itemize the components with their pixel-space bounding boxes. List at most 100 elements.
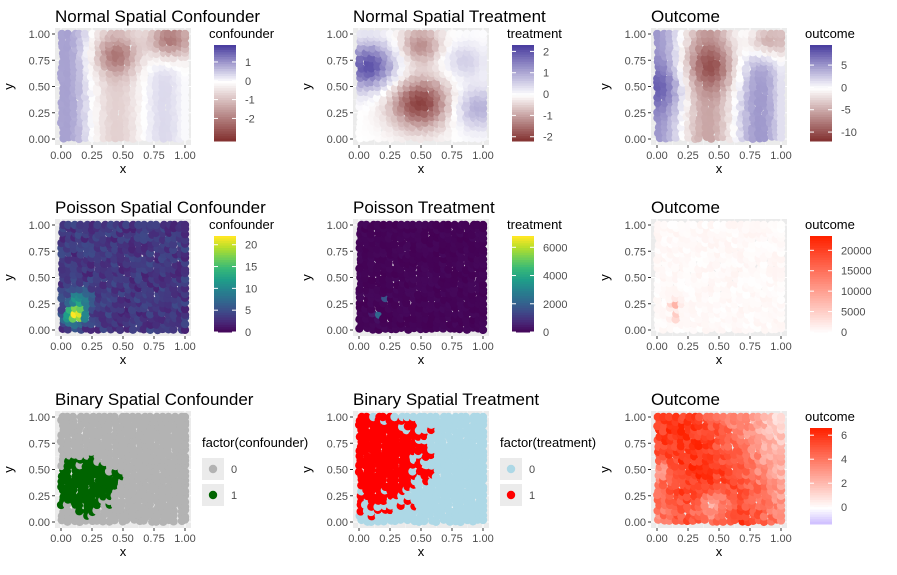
colorbar-step xyxy=(214,260,236,263)
colorbar-step xyxy=(810,136,832,140)
x-tick-label: 0.25 xyxy=(379,533,400,545)
colorbar-step xyxy=(214,324,236,328)
y-axis-label: y xyxy=(299,83,314,90)
colorbar-step xyxy=(512,78,534,82)
data-point xyxy=(759,84,769,93)
colorbar-step xyxy=(214,90,236,94)
colorbar-step xyxy=(512,73,534,77)
x-tick-label: 1.00 xyxy=(174,341,195,353)
colorbar-step xyxy=(810,114,832,118)
colorbar-step xyxy=(214,267,236,271)
colorbar-step xyxy=(214,45,236,48)
data-point xyxy=(438,29,447,39)
colorbar-step xyxy=(214,119,236,123)
y-tick-label: 0.25 xyxy=(327,108,348,120)
data-point xyxy=(478,427,488,437)
colorbar-step xyxy=(810,138,832,142)
data-point xyxy=(145,133,154,143)
colorbar-step xyxy=(214,109,236,113)
colorbar-step xyxy=(512,54,534,58)
data-point xyxy=(776,79,786,88)
data-point xyxy=(724,467,733,477)
data-point xyxy=(404,53,413,63)
colorbar-step xyxy=(214,288,236,292)
legend-label: 1 xyxy=(543,68,549,80)
data-point xyxy=(695,124,704,133)
data-point xyxy=(98,68,107,78)
x-tick-label: 0.75 xyxy=(143,150,164,162)
data-point xyxy=(671,128,681,138)
colorbar-step xyxy=(214,64,236,68)
data-point xyxy=(68,239,78,249)
colorbar-step xyxy=(214,269,236,273)
colorbar-step xyxy=(214,315,236,319)
x-axis-label: x xyxy=(418,161,425,176)
y-tick-label: 0.00 xyxy=(327,134,348,146)
colorbar-step xyxy=(512,119,534,123)
data-point xyxy=(431,63,441,73)
data-point xyxy=(355,299,365,308)
colorbar-step xyxy=(512,85,534,89)
y-axis-label: y xyxy=(299,466,314,473)
colorbar-step xyxy=(214,81,236,84)
x-tick-label: 0.00 xyxy=(50,150,71,162)
colorbar-step xyxy=(214,281,236,285)
colorbar-step xyxy=(512,49,534,53)
colorbar-step xyxy=(512,93,534,96)
data-point xyxy=(105,69,114,78)
data-point xyxy=(700,29,709,39)
data-point xyxy=(478,43,488,53)
data-point xyxy=(366,259,376,269)
data-point xyxy=(134,104,143,114)
data-point xyxy=(665,74,674,83)
y-tick-label: 0.50 xyxy=(29,465,50,477)
legend-title: confounder xyxy=(209,217,275,232)
colorbar-step xyxy=(214,117,236,120)
data-point xyxy=(396,114,406,123)
data-point xyxy=(180,119,190,128)
colorbar-step xyxy=(214,129,236,132)
data-point xyxy=(478,280,488,290)
x-tick-label: 0.25 xyxy=(81,341,102,353)
legend-swatch xyxy=(208,464,218,474)
data-point xyxy=(134,64,143,73)
legend-label: 2 xyxy=(543,46,549,58)
colorbar-step xyxy=(512,47,534,51)
x-tick-label: 0.00 xyxy=(348,150,369,162)
data-point xyxy=(706,29,715,39)
panel-title: Outcome xyxy=(651,390,720,409)
colorbar-step xyxy=(810,85,832,89)
data-point xyxy=(130,44,139,54)
data-point xyxy=(180,274,190,284)
colorbar-step xyxy=(512,117,534,120)
data-point xyxy=(81,310,90,319)
colorbar-step xyxy=(214,47,236,51)
legend-label: -2 xyxy=(543,132,553,144)
data-point xyxy=(57,249,66,259)
data-point xyxy=(677,84,686,94)
data-point xyxy=(776,220,786,230)
colorbar-step xyxy=(214,240,236,244)
data-point xyxy=(76,250,85,259)
colorbar-step xyxy=(512,88,534,92)
legend-label: -10 xyxy=(841,127,857,139)
colorbar-step xyxy=(214,133,236,137)
x-axis-label: x xyxy=(120,544,127,559)
data-point xyxy=(180,235,190,245)
data-point xyxy=(478,482,488,492)
x-tick-label: 1.00 xyxy=(770,150,791,162)
x-tick-label: 0.75 xyxy=(143,533,164,545)
panel-title: Normal Spatial Confounder xyxy=(55,7,260,26)
colorbar-step xyxy=(512,133,534,137)
y-tick-label: 1.00 xyxy=(327,220,348,232)
data-point xyxy=(671,49,680,58)
colorbar-step xyxy=(214,52,236,56)
y-tick-label: 0.25 xyxy=(327,491,348,503)
colorbar-step xyxy=(512,71,534,75)
colorbar-step xyxy=(214,276,236,280)
colorbar-step xyxy=(214,71,236,75)
legend-label: 0 xyxy=(841,327,847,339)
data-point xyxy=(753,89,763,98)
x-tick-label: 0.25 xyxy=(379,150,400,162)
